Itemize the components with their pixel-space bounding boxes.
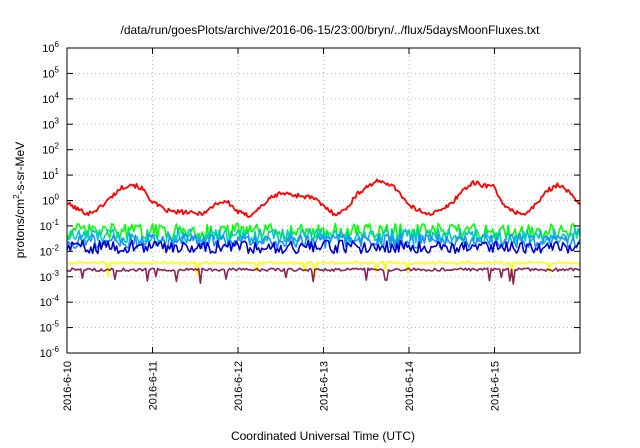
y-tick-label: 10-1 [40, 218, 60, 233]
y-tick-exp: 2 [55, 142, 60, 151]
y-tick-base: 10 [40, 246, 52, 258]
series-line-0 [67, 178, 581, 219]
y-tick-base: 10 [42, 196, 54, 208]
y-tick-exp: 5 [55, 65, 60, 74]
series-line-6 [66, 267, 581, 285]
series-line-4 [66, 239, 581, 255]
y-tick-exp: 0 [55, 193, 60, 202]
series-line-5 [66, 260, 581, 277]
y-tick-label: 10-6 [40, 345, 60, 360]
x-tick-label: 2016-6-13 [319, 361, 331, 411]
y-axis-label-sup: 2 [12, 194, 21, 199]
y-tick-exp: 3 [55, 116, 60, 125]
x-tick-label: 2016-6-14 [404, 361, 416, 411]
y-tick-base: 10 [40, 297, 52, 309]
y-tick-base: 10 [40, 221, 52, 233]
chart-title: /data/run/goesPlots/archive/2016-06-15/2… [121, 23, 541, 37]
x-axis-label: Coordinated Universal Time (UTC) [231, 429, 415, 443]
y-tick-exp: -3 [52, 269, 60, 278]
x-tick-label: 2016-6-15 [490, 361, 502, 411]
y-tick-exp: -1 [52, 218, 60, 227]
y-tick-exp: -2 [52, 243, 60, 252]
y-tick-exp: -4 [52, 294, 60, 303]
y-tick-exp: 1 [55, 167, 60, 176]
y-tick-exp: -6 [52, 345, 60, 354]
grid [67, 48, 580, 353]
y-tick-base: 10 [42, 119, 54, 131]
y-tick-exp: 6 [55, 40, 60, 49]
x-tick-label: 2016-6-10 [62, 361, 74, 411]
axis-ticks: 10-610-510-410-310-210-11001011021031041… [40, 40, 580, 411]
y-axis-label-pre: protons/cm [13, 199, 27, 258]
y-tick-label: 101 [42, 167, 59, 182]
series-layer [66, 178, 581, 285]
y-tick-label: 103 [42, 116, 59, 131]
y-axis-label-post: -s-sr-MeV [13, 142, 27, 195]
y-tick-label: 10-5 [40, 320, 60, 335]
y-tick-base: 10 [42, 68, 54, 80]
y-tick-label: 10-4 [40, 294, 60, 309]
y-tick-base: 10 [42, 94, 54, 106]
y-tick-exp: 4 [55, 91, 60, 100]
y-tick-label: 100 [42, 193, 59, 208]
y-tick-base: 10 [40, 323, 52, 335]
y-tick-base: 10 [40, 272, 52, 284]
y-tick-base: 10 [40, 348, 52, 360]
series-line-1 [66, 222, 581, 241]
y-tick-label: 105 [42, 65, 59, 80]
y-tick-base: 10 [42, 43, 54, 55]
y-tick-label: 10-3 [40, 269, 60, 284]
y-axis-label: protons/cm2-s-sr-MeV [12, 142, 27, 258]
x-tick-label: 2016-6-11 [148, 361, 160, 410]
y-tick-label: 10-2 [40, 243, 60, 258]
y-tick-base: 10 [42, 170, 54, 182]
x-tick-label: 2016-6-12 [233, 361, 245, 411]
y-tick-exp: -5 [52, 320, 60, 329]
y-tick-label: 104 [42, 91, 59, 106]
y-tick-base: 10 [42, 145, 54, 157]
y-tick-label: 106 [42, 40, 59, 55]
y-tick-label: 102 [42, 142, 59, 157]
